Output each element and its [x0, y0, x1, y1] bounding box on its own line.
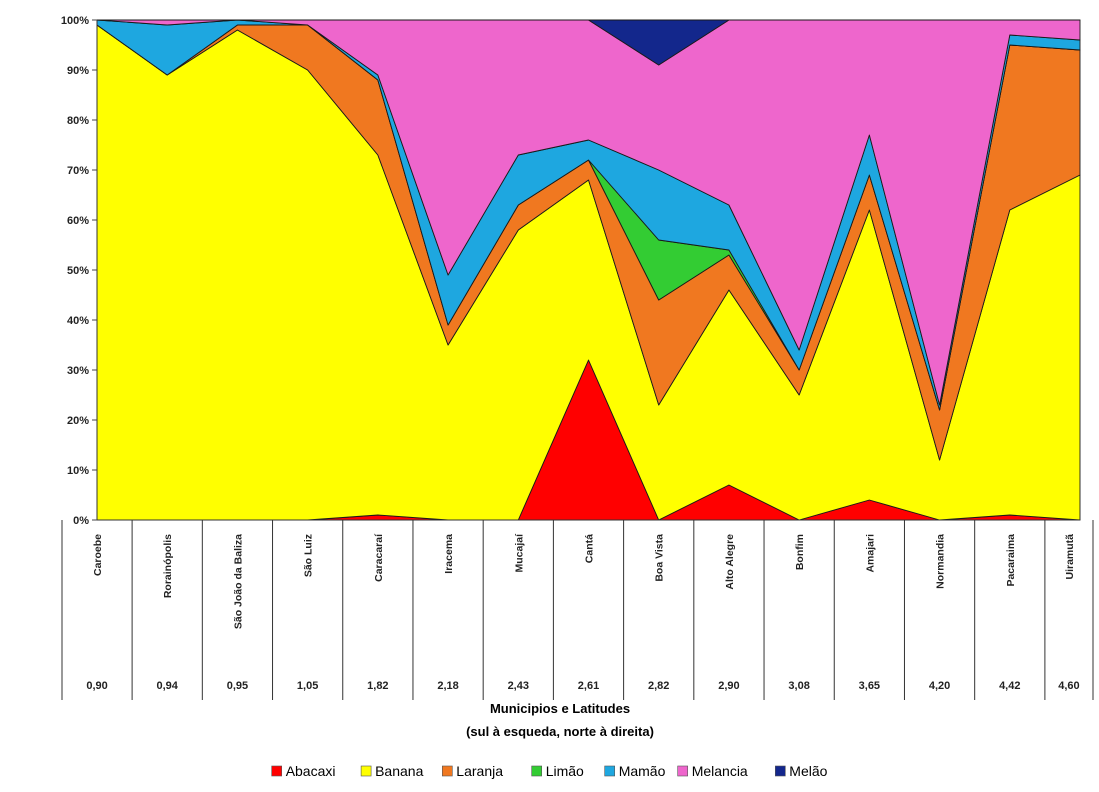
y-tick-label: 40%: [67, 315, 89, 327]
latitude-label: 0,90: [86, 680, 107, 692]
x-axis-title: Municipios e Latitudes: [490, 701, 630, 716]
legend-swatch-mamao: [604, 765, 616, 777]
category-label: Rorainópolis: [162, 534, 174, 598]
latitude-label: 2,61: [578, 680, 599, 692]
legend-label-banana: Banana: [375, 763, 423, 779]
category-label: Cantá: [584, 534, 596, 563]
latitude-label: 3,65: [859, 680, 880, 692]
category-label: São Luiz: [303, 534, 315, 577]
y-tick-label: 100%: [61, 15, 89, 27]
latitude-label: 4,60: [1058, 680, 1079, 692]
legend-swatch-banana: [360, 765, 372, 777]
latitude-label: 2,90: [718, 680, 739, 692]
x-axis-subtitle: (sul à esqueda, norte à direita): [466, 724, 654, 739]
category-label: Boa Vista: [654, 534, 666, 582]
legend-label-abacaxi: Abacaxi: [286, 763, 336, 779]
category-label: Iracema: [443, 534, 455, 574]
legend-label-melao: Melão: [789, 763, 827, 779]
latitude-label: 1,82: [367, 680, 388, 692]
legend-label-laranja: Laranja: [456, 763, 503, 779]
category-label: Pacaraima: [1005, 534, 1017, 587]
y-tick-label: 70%: [67, 165, 89, 177]
legend-label-limao: Limão: [546, 763, 584, 779]
category-label: Caracaraí: [373, 533, 385, 582]
latitude-label: 3,08: [788, 680, 809, 692]
category-label: Normandia: [935, 534, 947, 589]
legend-label-melancia: Melancia: [692, 763, 748, 779]
latitude-label: 1,05: [297, 680, 318, 692]
latitude-label: 4,42: [999, 680, 1020, 692]
y-tick-label: 10%: [67, 465, 89, 477]
latitude-label: 2,43: [508, 680, 529, 692]
legend-swatch-melao: [774, 765, 786, 777]
y-tick-label: 30%: [67, 365, 89, 377]
legend-swatch-melancia: [677, 765, 689, 777]
y-tick-label: 60%: [67, 215, 89, 227]
category-label: Mucajaí: [513, 533, 525, 573]
category-label: Alto Alegre: [724, 534, 736, 590]
latitude-label: 4,20: [929, 680, 950, 692]
category-label: Bonfim: [794, 534, 806, 570]
y-tick-label: 50%: [67, 265, 89, 277]
y-tick-label: 90%: [67, 65, 89, 77]
area-series: [96, 19, 1081, 521]
legend-swatch-limao: [531, 765, 543, 777]
y-tick-label: 20%: [67, 415, 89, 427]
category-label: Caroebe: [92, 534, 104, 576]
x-axis-categories: Caroebe 0,90 Rorainópolis 0,94 São João da B…: [61, 520, 1094, 700]
category-label: São João da Baliza: [232, 534, 244, 629]
y-tick-label: 80%: [67, 115, 89, 127]
latitude-label: 2,18: [437, 680, 458, 692]
legend: Abacaxi Banana Laranja Limão Mamão Melancia Me…: [271, 763, 828, 779]
y-tick-label: 0%: [73, 515, 89, 527]
category-label: Uiramutã: [1064, 534, 1076, 580]
legend-swatch-abacaxi: [271, 765, 283, 777]
area-melao: [96, 19, 1081, 66]
category-label: Amajari: [864, 534, 876, 573]
y-axis-ticks: 0% 10% 20% 30% 40% 50% 60% 70% 80% 90% 100%: [61, 15, 97, 527]
legend-swatch-laranja: [441, 765, 453, 777]
latitude-label: 0,95: [227, 680, 248, 692]
latitude-label: 0,94: [157, 680, 179, 692]
latitude-label: 2,82: [648, 680, 669, 692]
legend-label-mamao: Mamão: [619, 763, 666, 779]
